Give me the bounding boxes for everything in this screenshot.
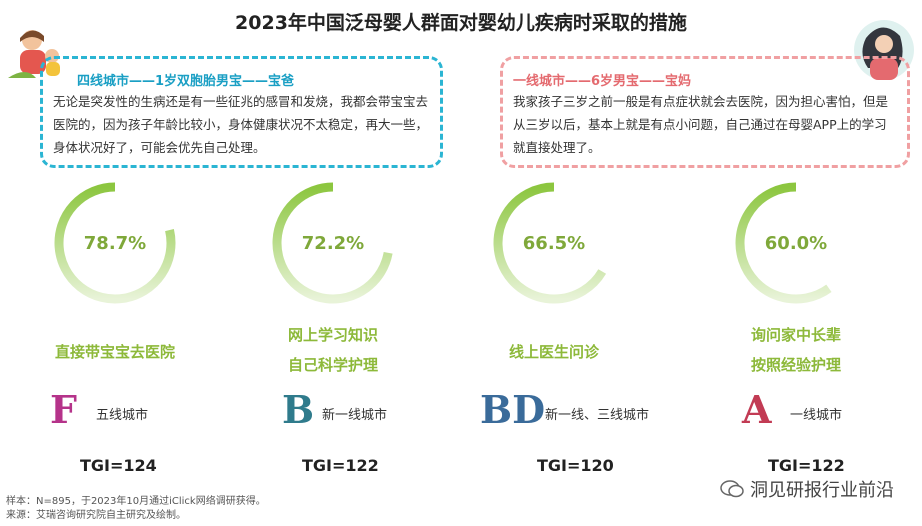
city-tier-label: 一线城市 bbox=[790, 408, 843, 423]
quote-text: 我家孩子三岁之前一般是有点症状就会去医院，因为担心害怕，但是从三岁以后，基本上就… bbox=[513, 94, 889, 155]
tgi-value: TGI=122 bbox=[768, 456, 845, 475]
city-tier-label: 新一线、三线城市 bbox=[545, 408, 650, 423]
donut-value-label: 78.7% bbox=[84, 233, 146, 254]
city-tier-label: 五线城市 bbox=[96, 408, 149, 423]
donut-arc-2 bbox=[493, 182, 607, 304]
sample-note: 样本：N=895，于2023年10月通过iClick网络调研获得。 bbox=[6, 496, 266, 507]
measure-line-1: 网上学习知识 bbox=[287, 326, 378, 344]
donut-arc-0 bbox=[54, 182, 176, 304]
donut-value-label: 72.2% bbox=[302, 233, 364, 254]
tgi-value: TGI=122 bbox=[302, 456, 379, 475]
city-tier-letter-icon: B bbox=[282, 387, 315, 432]
chat-bubble-icon bbox=[720, 480, 744, 498]
measure-label-elder-advice: 询问家中长辈 按照经验护理 bbox=[706, 320, 886, 380]
city-tier-label: 新一线城市 bbox=[322, 408, 388, 423]
chart-title: 2023年中国泛母婴人群面对婴幼儿疾病时采取的措施 bbox=[235, 12, 687, 34]
donut-arc-3 bbox=[735, 182, 832, 304]
quote-box-father: 四线城市——1岁双胞胎男宝——宝爸 无论是突发性的生病还是有一些征兆的感冒和发烧… bbox=[40, 56, 443, 168]
tgi-value: TGI=124 bbox=[80, 456, 157, 475]
quote-text: 无论是突发性的生病还是有一些征兆的感冒和发烧，我都会带宝宝去医院的，因为孩子年龄… bbox=[53, 94, 429, 155]
measure-line-1: 询问家中长辈 bbox=[750, 326, 841, 344]
watermark: 洞见研报行业前沿 bbox=[720, 476, 894, 502]
measure-label-hospital: 直接带宝宝去医院 bbox=[25, 337, 205, 367]
measure-line-1: 线上医生问诊 bbox=[508, 343, 599, 361]
measure-line-2: 按照经验护理 bbox=[750, 356, 841, 374]
donut-value-label: 60.0% bbox=[765, 233, 827, 254]
donut-arc-1 bbox=[272, 182, 393, 304]
parent-child-illustration bbox=[8, 30, 60, 78]
quote-box-mother: 一线城市——6岁男宝——宝妈 我家孩子三岁之前一般是有点症状就会去医院，因为担心… bbox=[500, 56, 910, 168]
measure-label-online-learning: 网上学习知识 自己科学护理 bbox=[243, 320, 423, 380]
city-tier-letter-icon: F bbox=[50, 387, 77, 432]
city-tier-letter-icon: A bbox=[742, 387, 772, 432]
measure-line-1: 直接带宝宝去医院 bbox=[54, 343, 175, 361]
tgi-value: TGI=120 bbox=[537, 456, 614, 475]
donut-value-label: 66.5% bbox=[523, 233, 585, 254]
measure-label-online-doctor: 线上医生问诊 bbox=[464, 337, 644, 367]
source-note: 来源：艾瑞咨询研究院自主研究及绘制。 bbox=[6, 510, 186, 521]
watermark-text: 洞见研报行业前沿 bbox=[750, 480, 894, 501]
quote-heading: 一线城市——6岁男宝——宝妈 bbox=[513, 74, 692, 89]
city-tier-letter-icon: BD bbox=[480, 387, 546, 432]
measure-line-2: 自己科学护理 bbox=[287, 356, 378, 374]
quote-heading: 四线城市——1岁双胞胎男宝——宝爸 bbox=[77, 74, 295, 89]
donut-chart: 78.7% 72.2% 66.5% 60.0% bbox=[54, 182, 832, 304]
